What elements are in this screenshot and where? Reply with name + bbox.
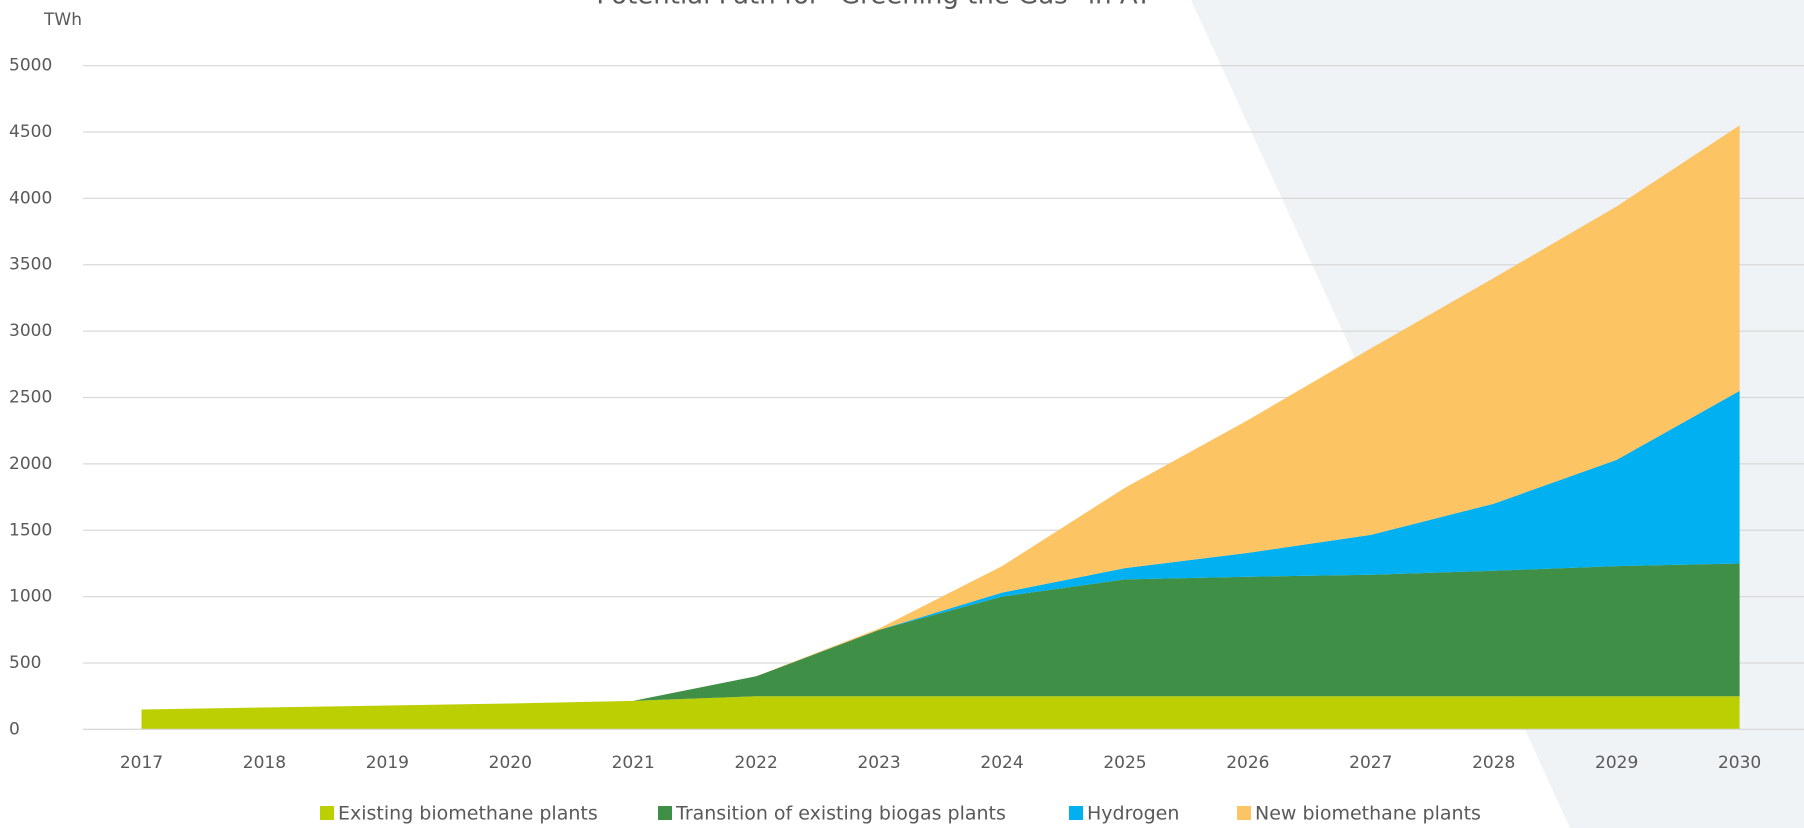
x-tick-label: 2019 — [366, 753, 409, 773]
y-tick-label: 0 — [9, 719, 20, 739]
x-tick-label: 2022 — [735, 753, 778, 773]
legend-swatch — [320, 806, 334, 820]
legend-swatch — [658, 806, 672, 820]
x-tick-label: 2018 — [243, 753, 286, 773]
x-tick-label: 2025 — [1103, 753, 1146, 773]
x-tick-label: 2028 — [1472, 753, 1515, 773]
x-tick-label: 2030 — [1718, 753, 1761, 773]
area — [141, 390, 1740, 710]
y-tick-label: 500 — [9, 653, 41, 673]
legend-label: Transition of existing biogas plants — [675, 803, 1006, 825]
y-tick-label: 5000 — [9, 56, 52, 76]
x-tick-label: 2021 — [612, 753, 655, 773]
y-tick-label: 1500 — [9, 520, 52, 540]
legend-label: New biomethane plants — [1255, 803, 1481, 825]
area — [141, 696, 1740, 730]
y-tick-label: 4500 — [9, 122, 52, 142]
x-tick-label: 2024 — [980, 753, 1023, 773]
y-tick-label: 3500 — [9, 255, 52, 275]
x-tick-label: 2026 — [1226, 753, 1269, 773]
y-axis-label: TWh — [43, 10, 82, 30]
x-tick-label: 2029 — [1595, 753, 1638, 773]
legend-label: Existing biomethane plants — [338, 803, 598, 825]
x-tick-label: 2020 — [489, 753, 532, 773]
x-tick-label: 2027 — [1349, 753, 1392, 773]
area — [141, 125, 1740, 710]
y-tick-label: 4000 — [9, 188, 52, 208]
x-tick-label: 2023 — [857, 753, 900, 773]
legend-swatch — [1069, 806, 1083, 820]
x-tick-label: 2017 — [120, 753, 163, 773]
y-tick-label: 3000 — [9, 321, 52, 341]
area — [141, 563, 1740, 710]
legend-label: Hydrogen — [1087, 803, 1179, 825]
legend-swatch — [1237, 806, 1251, 820]
y-tick-label: 1000 — [9, 587, 52, 607]
y-tick-label: 2000 — [9, 454, 52, 474]
chart-title: Potential Path for "Greening the Gas" in… — [596, 0, 1151, 11]
y-tick-label: 2500 — [9, 388, 52, 408]
